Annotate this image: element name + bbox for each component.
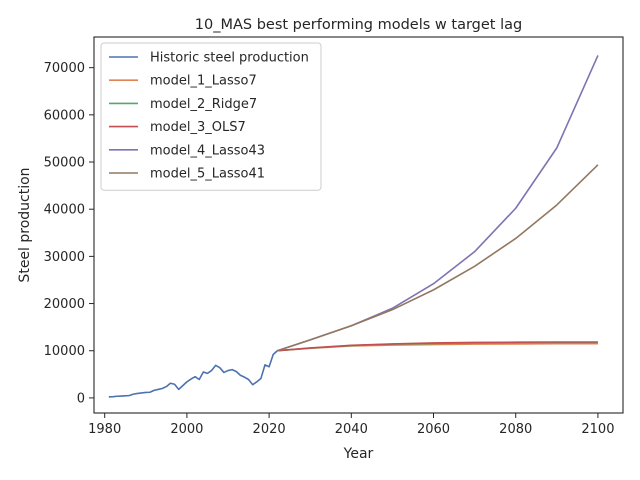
y-tick-label: 0 bbox=[77, 391, 85, 406]
y-axis: 0 10000 20000 30000 40000 50000 60000 70000 bbox=[44, 61, 94, 406]
legend-box bbox=[100, 42, 322, 191]
x-tick-label: 2080 bbox=[499, 422, 532, 437]
series-group bbox=[108, 55, 599, 398]
chart-title: 10_MAS best performing models w target l… bbox=[195, 17, 522, 33]
y-tick-label: 60000 bbox=[44, 108, 85, 123]
series-line-model-3 bbox=[277, 341, 598, 352]
legend-entry-label: model_4_Lasso43 bbox=[150, 143, 265, 158]
x-tick-label: 2020 bbox=[253, 422, 286, 437]
y-tick-label: 70000 bbox=[44, 61, 85, 76]
series-line-model-5 bbox=[277, 164, 599, 352]
legend-entry-label: Historic steel production bbox=[150, 51, 309, 66]
y-tick-label: 40000 bbox=[44, 203, 85, 218]
legend-entry-label: model_5_Lasso41 bbox=[150, 167, 265, 182]
y-tick-label: 20000 bbox=[44, 297, 85, 312]
legend-entry-label: model_2_Ridge7 bbox=[150, 97, 257, 112]
x-axis: 1980 2000 2020 2040 2060 2080 2100 bbox=[88, 413, 614, 437]
plot-frame bbox=[93, 36, 624, 414]
series-line-historic bbox=[108, 350, 278, 398]
x-tick-label: 2060 bbox=[417, 422, 450, 437]
y-axis-label: Steel production bbox=[17, 167, 33, 282]
x-tick-label: 2000 bbox=[170, 422, 203, 437]
x-axis-label: Year bbox=[343, 446, 374, 462]
x-tick-label: 2040 bbox=[335, 422, 368, 437]
y-tick-label: 50000 bbox=[44, 156, 85, 171]
legend-entry-label: model_3_OLS7 bbox=[150, 120, 246, 135]
legend-entry-label: model_1_Lasso7 bbox=[150, 74, 257, 89]
y-tick-label: 10000 bbox=[44, 344, 85, 359]
x-tick-label: 1980 bbox=[88, 422, 121, 437]
x-tick-label: 2100 bbox=[581, 422, 614, 437]
legend: Historic steel production model_1_Lasso7m… bbox=[100, 42, 322, 191]
y-tick-label: 30000 bbox=[44, 250, 85, 265]
